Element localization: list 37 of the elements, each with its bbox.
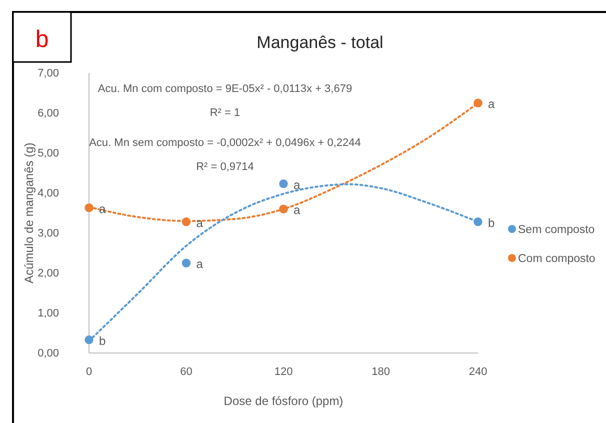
- point: [84, 203, 94, 212]
- y-axis-title: Acúmulo de manganês (g): [22, 142, 36, 284]
- annotation: Acu. Mn com composto = 9E-05x² - 0,0113x + 3,679: [98, 83, 352, 95]
- point: [182, 258, 191, 268]
- annotation: b: [99, 334, 106, 348]
- y-tick-label: 5,00: [38, 148, 59, 160]
- x-tick-label: 120: [274, 366, 293, 378]
- y-tick-label: 3,00: [38, 228, 59, 240]
- y-tick-label: 0,00: [38, 348, 59, 360]
- x-tick-label: 240: [468, 366, 488, 378]
- x-tick-label: 0: [86, 366, 92, 378]
- y-tick-label: 4,00: [38, 188, 59, 200]
- point: [474, 98, 482, 108]
- y-tick-label: 6,00: [38, 108, 59, 120]
- annotation: a: [294, 178, 300, 192]
- x-tick-label: 180: [372, 366, 390, 378]
- legend-label: Com composto: [518, 253, 596, 265]
- annotation: b: [488, 216, 495, 230]
- x-axis-title: Dose de fósforo (ppm): [224, 394, 344, 408]
- point: [182, 217, 191, 226]
- annotation: a: [196, 257, 204, 271]
- point: [279, 179, 288, 188]
- annotation: a: [488, 97, 495, 111]
- y-tick-label: 7,00: [38, 68, 59, 80]
- chart-title: Manganês - total: [256, 33, 384, 52]
- panel-label-box: b: [12, 11, 72, 63]
- annotation: R² = 1: [210, 107, 240, 119]
- x-tick-label: 60: [180, 366, 192, 378]
- annotation: Acu. Mn sem composto = -0,0002x² + 0,0496x + 0,2244: [89, 137, 361, 149]
- point: [474, 217, 482, 226]
- y-tick-label: 2,00: [38, 268, 59, 280]
- point: [84, 335, 94, 344]
- legend-label: Sem composto: [518, 224, 595, 236]
- annotation: R² = 0,9714: [196, 161, 254, 173]
- annotation: a: [294, 203, 300, 217]
- point: [279, 204, 288, 214]
- y-tick-label: 1,00: [38, 308, 59, 320]
